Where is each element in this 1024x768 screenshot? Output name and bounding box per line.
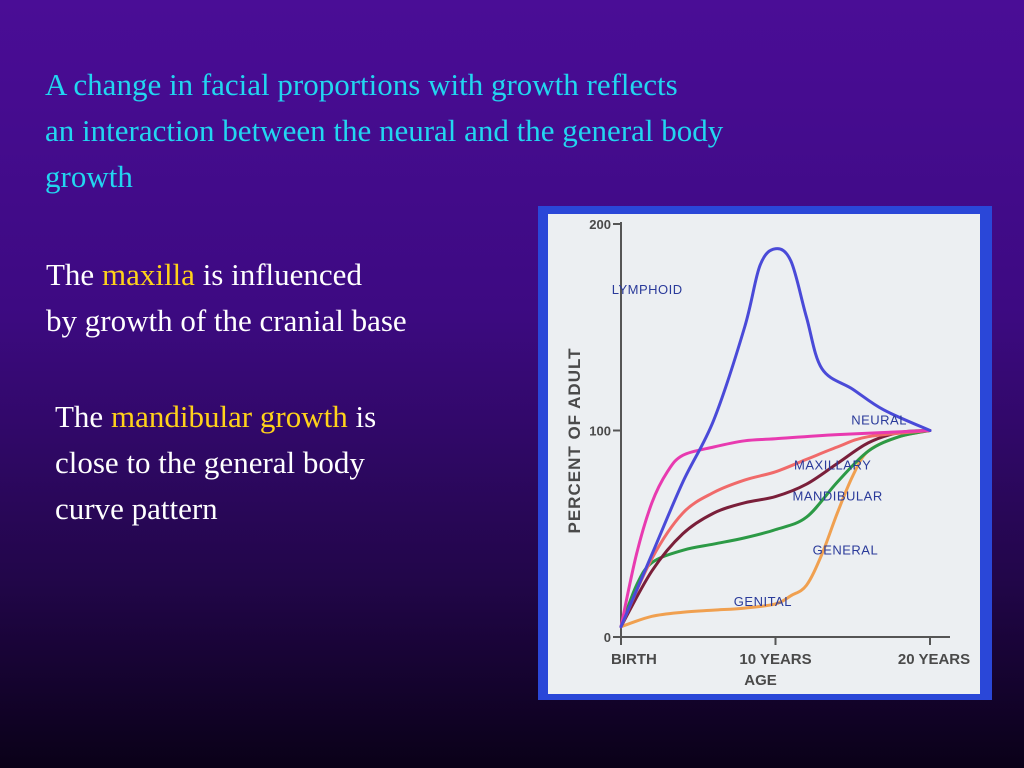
series-label-general: GENERAL — [813, 542, 879, 557]
mandibular-line-3: curve pattern — [55, 491, 218, 526]
x-tick-label: BIRTH — [611, 651, 657, 668]
mandibular-paragraph: The mandibular growth is close to the ge… — [55, 394, 376, 532]
x-tick-label: 20 YEARS — [898, 651, 970, 668]
series-label-genital: GENITAL — [734, 594, 792, 609]
y-tick-label: 200 — [589, 217, 611, 232]
headline-line-2: an interaction between the neural and th… — [45, 113, 724, 148]
chart-panel: 0 100 200 BIRTH 10 YEARS 20 YEARS PERCENT OF A… — [548, 214, 980, 694]
series-label-neural: NEURAL — [851, 412, 907, 427]
chart-series — [619, 247, 932, 629]
headline-line-3: growth — [45, 159, 133, 194]
series-line-mandibular — [619, 429, 932, 629]
mandibular-line-2: close to the general body — [55, 445, 365, 480]
chart-axes: 0 100 200 BIRTH 10 YEARS 20 YEARS PERCENT OF A… — [565, 217, 970, 689]
series-label-mandibular: MANDIBULAR — [792, 489, 882, 504]
headline-line-1: A change in facial proportions with grow… — [45, 67, 678, 102]
maxilla-pre: The — [46, 257, 102, 292]
maxilla-paragraph: The maxilla is influenced by growth of t… — [46, 252, 407, 344]
headline-text: A change in facial proportions with grow… — [45, 62, 1005, 200]
x-axis-title: AGE — [744, 672, 777, 689]
mandibular-post: is — [347, 399, 377, 434]
maxilla-post: is influenced — [194, 257, 362, 292]
growth-chart: 0 100 200 BIRTH 10 YEARS 20 YEARS PERCENT OF A… — [565, 217, 970, 689]
series-label-lymphoid: LYMPHOID — [612, 282, 683, 297]
x-tick-label: 10 YEARS — [739, 651, 811, 668]
mandibular-highlight: mandibular growth — [110, 399, 348, 434]
maxilla-highlight: maxilla — [101, 257, 195, 292]
chart-labels: LYMPHOID NEURAL MAXILLARY MANDIBULAR GENERAL… — [612, 282, 907, 609]
mandibular-line-1: The mandibular growth is — [55, 394, 376, 440]
mandibular-pre: The — [55, 399, 111, 434]
y-tick-label: 0 — [604, 630, 611, 645]
series-line-maxillary — [619, 429, 932, 629]
y-tick-label: 100 — [589, 424, 611, 439]
series-label-maxillary: MAXILLARY — [794, 458, 871, 473]
growth-curves-figure: 0 100 200 BIRTH 10 YEARS 20 YEARS PERCENT OF A… — [538, 206, 992, 700]
maxilla-line-2: by growth of the cranial base — [46, 303, 407, 338]
series-line-lymphoid — [619, 247, 932, 629]
maxilla-line-1: The maxilla is influenced — [46, 252, 407, 298]
y-axis-title: PERCENT OF ADULT — [565, 348, 584, 534]
